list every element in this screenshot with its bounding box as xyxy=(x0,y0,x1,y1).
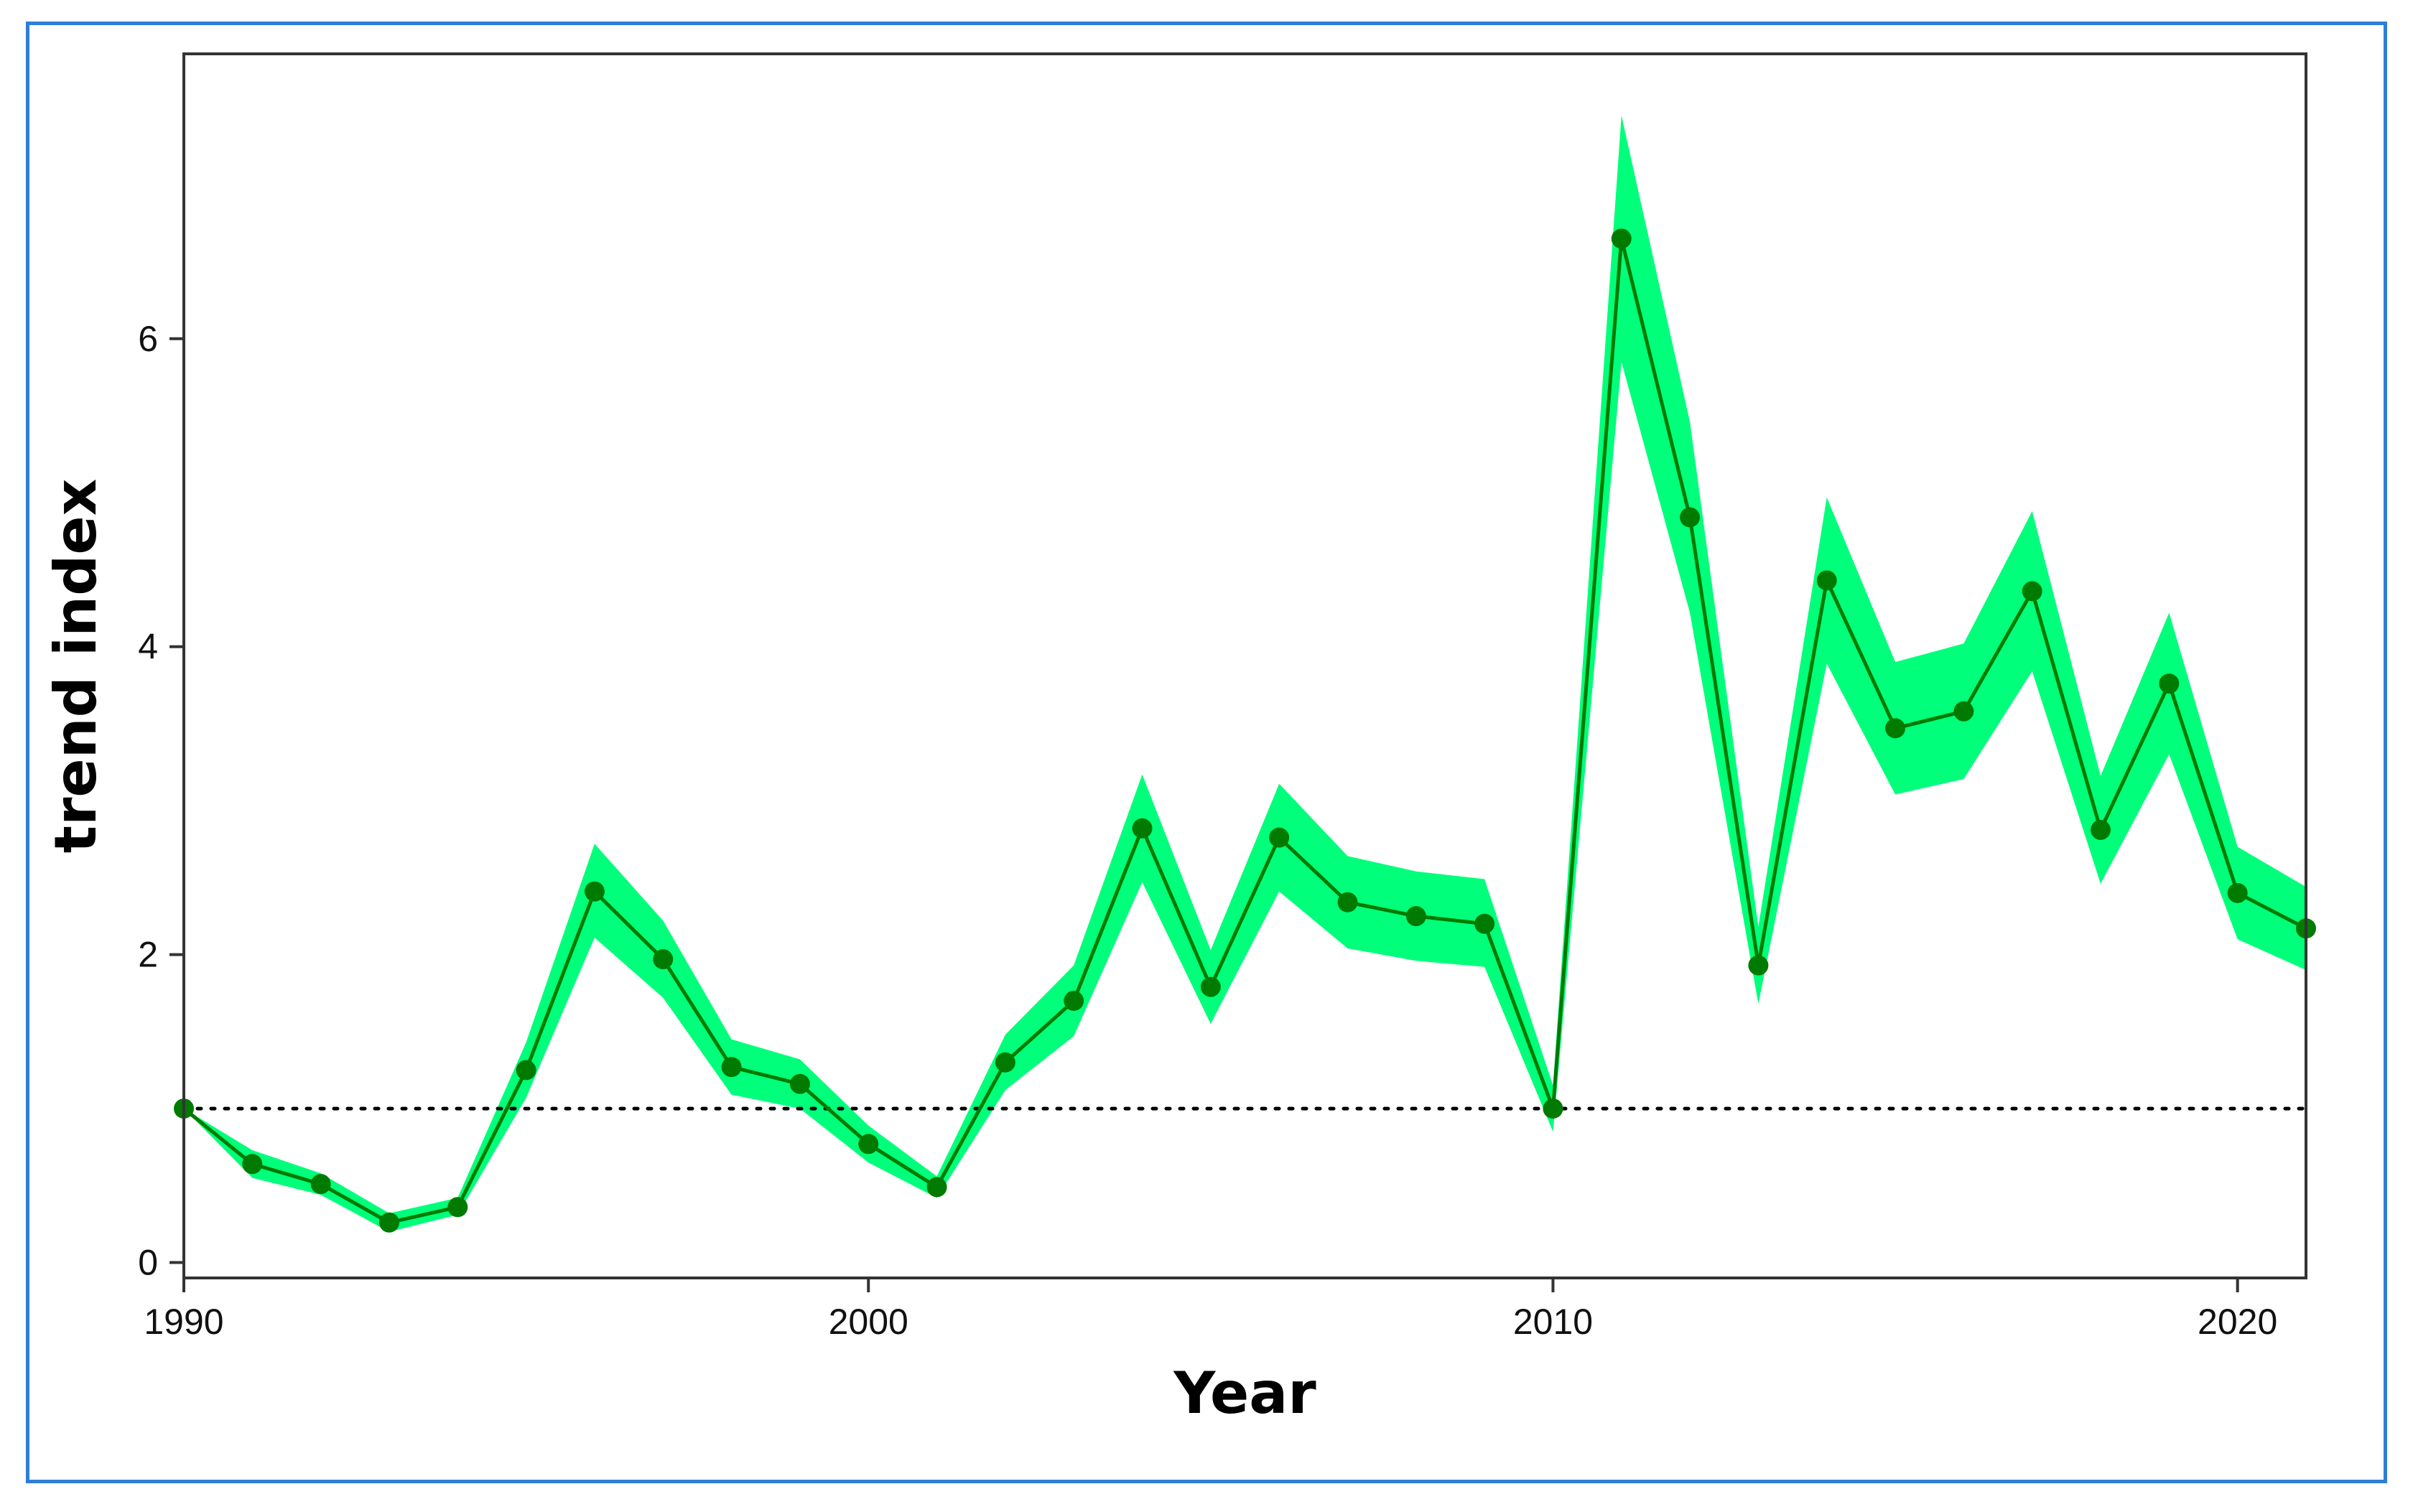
data-point-2007 xyxy=(1337,892,1358,913)
series-line xyxy=(182,238,2307,1225)
data-point-2001 xyxy=(926,1177,947,1198)
x-tick-label-1990: 1990 xyxy=(144,1302,223,1342)
data-point-2013 xyxy=(1748,955,1769,976)
data-point-1998 xyxy=(721,1057,742,1078)
data-point-1995 xyxy=(516,1060,536,1081)
data-point-2014 xyxy=(1816,570,1837,591)
data-point-2008 xyxy=(1405,906,1426,927)
y-axis-title: trend index xyxy=(42,479,109,854)
data-point-2004 xyxy=(1132,818,1153,839)
x-axis-title: Year xyxy=(1173,1360,1316,1427)
data-point-2003 xyxy=(1064,990,1084,1011)
data-point-2010 xyxy=(1543,1098,1563,1119)
y-tick-label-6: 6 xyxy=(138,319,158,359)
confidence-band xyxy=(184,115,2306,1232)
data-point-1997 xyxy=(653,949,674,970)
data-point-2011 xyxy=(1611,228,1632,249)
y-tick-label-2: 2 xyxy=(138,935,158,975)
x-tick-label-2000: 2000 xyxy=(829,1302,908,1342)
data-point-2017 xyxy=(2022,581,2042,602)
data-point-1996 xyxy=(584,881,605,902)
x-tick-label-2020: 2020 xyxy=(2198,1302,2277,1342)
data-point-2016 xyxy=(1953,701,1974,722)
data-point-2002 xyxy=(995,1052,1015,1073)
data-point-2018 xyxy=(2091,819,2111,840)
y-tick-label-0: 0 xyxy=(138,1243,158,1283)
y-tick-label-4: 4 xyxy=(138,627,158,667)
data-point-2020 xyxy=(2227,882,2248,903)
data-point-2019 xyxy=(2159,673,2180,694)
data-point-1991 xyxy=(242,1154,263,1175)
data-point-2012 xyxy=(1680,507,1701,528)
data-point-1994 xyxy=(447,1197,468,1218)
data-point-2000 xyxy=(858,1134,879,1154)
plot-border xyxy=(182,52,2307,1279)
data-point-1993 xyxy=(378,1212,399,1233)
x-tick-label-2010: 2010 xyxy=(1513,1302,1593,1342)
trend-index-chart: 1990 2000 2010 2020 0 2 4 6 Year trend index xyxy=(42,52,2316,1427)
data-point-2015 xyxy=(1885,718,1906,739)
data-point-2009 xyxy=(1474,913,1495,934)
data-point-1999 xyxy=(789,1073,810,1094)
figure-frame: 1990 2000 2010 2020 0 2 4 6 Year trend index xyxy=(26,22,2387,1483)
data-point-1992 xyxy=(310,1174,331,1195)
data-point-2005 xyxy=(1200,976,1221,997)
data-point-2006 xyxy=(1269,827,1290,848)
